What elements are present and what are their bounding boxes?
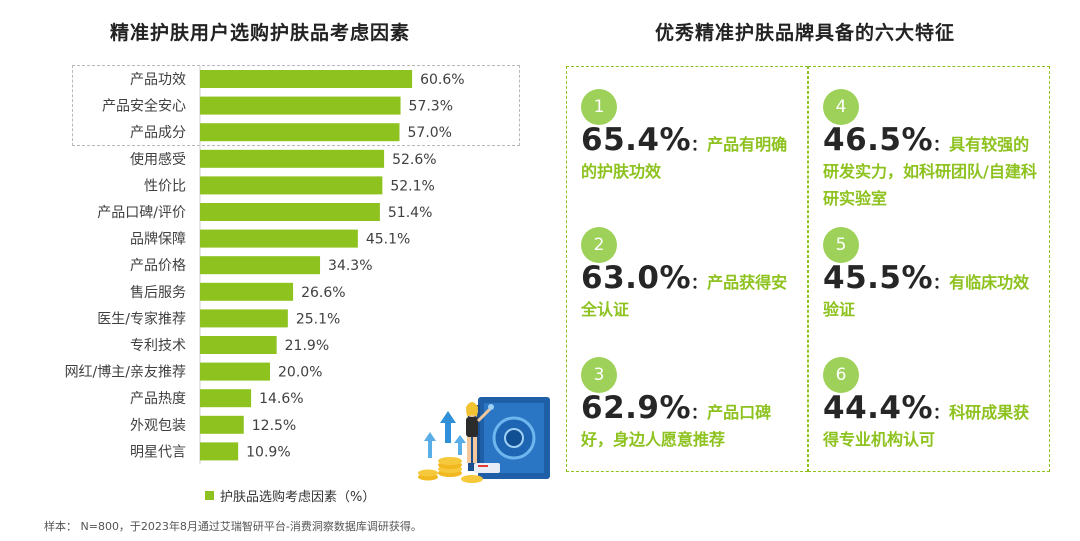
value-label: 21.9% [285,338,329,354]
bar [200,442,239,461]
category-label: 医生/专家推荐 [97,310,186,327]
feature-item: 4 46.5%：具有较强的研发实力，如科研团队/自建科研实验室 [823,89,1043,212]
value-label: 12.5% [252,418,296,434]
category-label: 产品口碑/评价 [97,205,186,221]
category-label: 网红/博主/亲友推荐 [65,364,186,381]
bar [200,336,277,354]
right-panel-title: 优秀精准护肤品牌具备的六大特征 [655,22,956,44]
bar [200,362,270,381]
bar [200,203,380,221]
category-label: 明星代言 [130,444,186,460]
feature-percent: 46.5% [823,122,934,158]
value-label: 45.1% [366,232,410,248]
value-label: 34.3% [328,258,372,274]
legend: 护肤品选购考虑因素（%） [205,486,375,505]
footnote: 样本： N=800，于2023年8月通过艾瑞智研平台-消费洞察数据库调研获得。 [44,520,422,533]
value-label: 25.1% [296,311,340,327]
bar [200,282,294,301]
bar [200,415,244,434]
feature-panel-left: 1 65.4%：产品有明确的护肤功效 2 63.0%：产品获得安全认证 3 62.9%：产… [566,66,808,472]
safe-illustration-icon [418,397,550,483]
category-label: 产品热度 [130,391,186,407]
feature-item: 1 65.4%：产品有明确的护肤功效 [581,89,801,185]
feature-text: 65.4%：产品有明确的护肤功效 [581,125,801,185]
category-label: 产品价格 [130,258,186,274]
category-label: 售后服务 [130,285,186,301]
feature-item: 2 63.0%：产品获得安全认证 [581,227,801,323]
feature-item: 6 44.4%：科研成果获得专业机构认可 [823,357,1043,453]
category-label: 外观包装 [130,418,186,434]
feature-colon: ： [691,403,708,422]
bar [200,389,252,408]
value-label: 57.0% [408,125,452,141]
feature-description: 产品有明确的护肤功效 [581,135,788,181]
feature-percent: 63.0% [581,260,692,296]
feature-description: 产品口碑好，身边人愿意推荐 [581,403,772,449]
feature-number-badge: 5 [823,227,859,263]
feature-colon: ： [933,135,950,154]
category-label: 产品功效 [130,72,186,88]
feature-number-badge: 1 [581,89,617,125]
feature-description: 科研成果获得专业机构认可 [823,403,1030,449]
bar [200,70,413,88]
legend-label: 护肤品选购考虑因素（%） [220,490,376,505]
feature-text: 46.5%：具有较强的研发实力，如科研团队/自建科研实验室 [823,125,1043,212]
category-label: 性价比 [144,178,186,194]
value-label: 10.9% [246,444,290,460]
value-label: 57.3% [409,99,453,115]
bar [200,96,401,115]
bar [200,229,358,248]
feature-colon: ： [933,273,950,292]
feature-number-badge: 4 [823,89,859,125]
category-label: 产品安全安心 [102,98,186,115]
feature-colon: ： [691,273,708,292]
bar [200,123,400,142]
feature-percent: 62.9% [581,390,692,426]
category-label: 产品成分 [130,125,186,141]
value-label: 20.0% [278,365,322,381]
feature-percent: 65.4% [581,122,692,158]
feature-number-badge: 3 [581,357,617,393]
feature-item: 5 45.5%：有临床功效验证 [823,227,1043,323]
feature-item: 3 62.9%：产品口碑好，身边人愿意推荐 [581,357,801,453]
feature-panel-right: 4 46.5%：具有较强的研发实力，如科研团队/自建科研实验室 5 45.5%：有临床… [808,66,1050,472]
category-label: 使用感受 [130,151,186,168]
feature-text: 44.4%：科研成果获得专业机构认可 [823,393,1043,453]
feature-number-badge: 6 [823,357,859,393]
feature-text: 62.9%：产品口碑好，身边人愿意推荐 [581,393,801,453]
bar [200,256,321,275]
category-label: 品牌保障 [130,231,186,248]
category-label: 专利技术 [130,338,186,354]
bar [200,149,385,168]
highlight-box [72,65,520,146]
feature-description: 有临床功效验证 [823,273,1030,319]
feature-description: 产品获得安全认证 [581,273,788,319]
bar-chart: 产品功效 60.6% 产品安全安心 57.3% 产品成分 57.0% 使用感受 52.6% 性价… [65,66,465,465]
value-label: 51.4% [388,205,432,221]
feature-description: 具有较强的研发实力，如科研团队/自建科研实验室 [823,135,1037,208]
value-label: 26.6% [301,285,345,301]
left-chart-title: 精准护肤用户选购护肤品考虑因素 [110,22,411,44]
feature-colon: ： [691,135,708,154]
feature-percent: 45.5% [823,260,934,296]
value-label: 14.6% [259,391,303,407]
feature-number-badge: 2 [581,227,617,263]
feature-colon: ： [933,403,950,422]
bar [200,176,383,195]
bar [200,309,288,328]
feature-text: 45.5%：有临床功效验证 [823,263,1043,323]
legend-swatch [205,491,214,500]
feature-text: 63.0%：产品获得安全认证 [581,263,801,323]
value-label: 60.6% [420,72,464,88]
value-label: 52.6% [392,152,436,168]
value-label: 52.1% [390,178,434,194]
feature-percent: 44.4% [823,390,934,426]
